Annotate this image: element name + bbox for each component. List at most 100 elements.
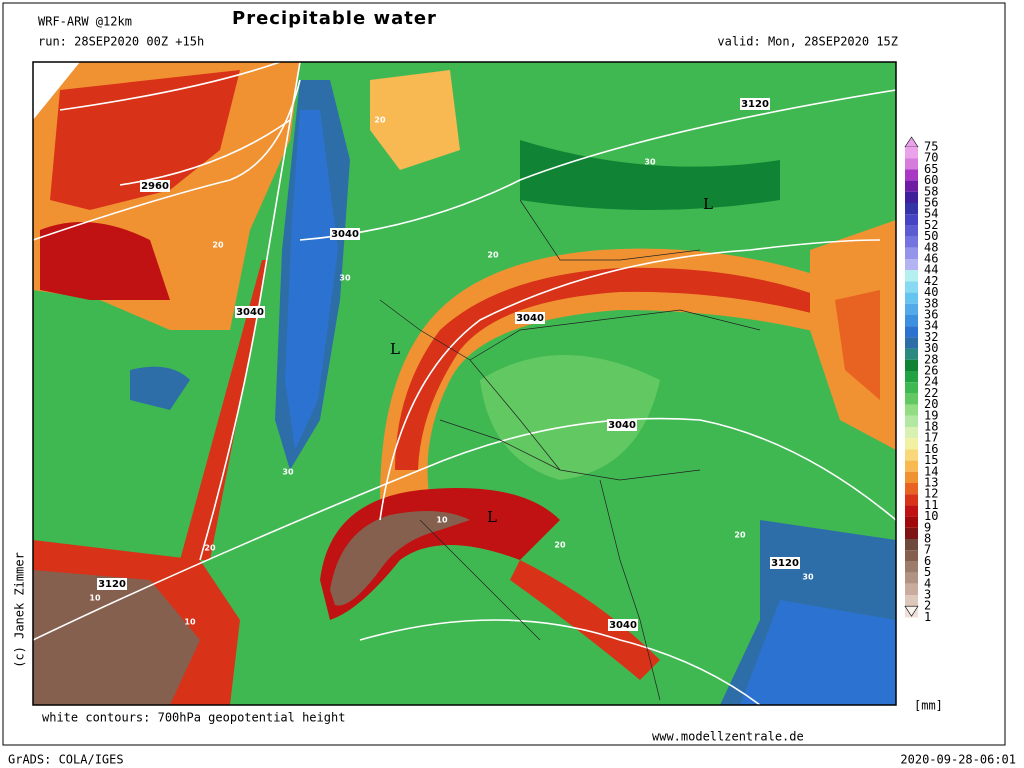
colorbar-swatch [905, 236, 918, 248]
colorbar-label: 8 [924, 532, 931, 546]
colorbar-swatch [905, 393, 918, 405]
colorbar-swatch [905, 292, 918, 304]
colorbar-label: 20 [924, 397, 938, 411]
colorbar-label: 13 [924, 476, 938, 490]
contour-label-bg [97, 578, 127, 590]
colorbar-label: 32 [924, 330, 938, 344]
field [40, 222, 170, 300]
model-label: WRF-ARW @12km [38, 15, 132, 29]
colorbar-label: 22 [924, 386, 938, 400]
colorbar-swatch [905, 404, 918, 416]
colorbar-label: 56 [924, 196, 938, 210]
colorbar-label: 30 [924, 341, 938, 355]
contour-label: 3120 [771, 558, 799, 569]
colorbar-label: 70 [924, 151, 938, 165]
colorbar-label: 65 [924, 162, 938, 176]
colorbar-swatch [905, 438, 918, 450]
colorbar-label: 58 [924, 184, 938, 198]
contour-label: 3040 [516, 313, 544, 324]
colorbar-swatch [905, 359, 918, 371]
contour-label: 10 [436, 516, 448, 525]
colorbar-label: 75 [924, 140, 938, 154]
contour-label-bg [607, 419, 637, 431]
field [285, 110, 338, 450]
colorbar-label: 14 [924, 464, 938, 478]
map: 2960 3040 3040 3040 3040 3120 3120 3120 3040 L L L 2… [33, 62, 896, 705]
contour-label-bg [515, 312, 545, 324]
contour-label: L [703, 195, 713, 213]
colorbar-label: 7 [924, 543, 931, 557]
colorbar-label: 15 [924, 453, 938, 467]
colorbar-label: 40 [924, 285, 938, 299]
colorbar-swatch [905, 561, 918, 573]
contour-label: L [390, 340, 400, 358]
colorbar-label: 28 [924, 352, 938, 366]
colorbar: 7570656058565452504846444240383634323028… [904, 136, 938, 624]
colorbar-swatch [905, 247, 918, 259]
colorbar-swatch [905, 169, 918, 181]
colorbar-label: 3 [924, 588, 931, 602]
field [130, 366, 190, 410]
contour-label: 20 [734, 531, 746, 540]
colorbar-swatch [905, 315, 918, 327]
colorbar-label: 9 [924, 520, 931, 534]
colorbar-label: 54 [924, 207, 938, 221]
contour-note: white contours: 700hPa geopotential heig… [42, 711, 345, 725]
colorbar-swatch [905, 382, 918, 394]
contour-label: 30 [282, 468, 294, 477]
contour-label: 30 [644, 158, 656, 167]
field [33, 570, 200, 705]
field [180, 260, 268, 560]
contour-label-bg [330, 228, 360, 240]
colorbar-label: 6 [924, 554, 931, 568]
colorbar-label: 2 [924, 599, 931, 613]
colorbar-label: 46 [924, 252, 938, 266]
colorbar-label: 44 [924, 263, 938, 277]
contour-label: 3120 [98, 579, 126, 590]
colorbar-label: 18 [924, 420, 938, 434]
contour-label: 3120 [741, 99, 769, 110]
colorbar-swatch [905, 303, 918, 315]
colorbar-label: 34 [924, 319, 938, 333]
colorbar-swatch [905, 259, 918, 271]
field [835, 290, 880, 400]
contour-label: L [487, 508, 497, 526]
colorbar-label: 52 [924, 218, 938, 232]
map-border [32, 61, 897, 706]
field [330, 511, 470, 606]
colorbar-swatch [905, 449, 918, 461]
colorbar-label: 26 [924, 364, 938, 378]
contour-label-bg [608, 619, 638, 631]
contour-label: 3040 [331, 229, 359, 240]
colorbar-swatch [905, 225, 918, 237]
field [740, 600, 896, 705]
borders [379, 199, 761, 701]
colorbar-swatch [905, 191, 918, 203]
colorbar-cap [904, 605, 919, 617]
contour-label: 2960 [141, 181, 169, 192]
colorbar-label: 4 [924, 576, 931, 590]
contour-label: 20 [554, 541, 566, 550]
colorbar-label: 1 [924, 610, 931, 624]
colorbar-label: 60 [924, 173, 938, 187]
colorbar-label: 50 [924, 229, 938, 243]
colorbar-swatch [905, 483, 918, 495]
colorbar-swatch [905, 180, 918, 192]
site: www.modellzentrale.de [652, 730, 804, 744]
timestamp: 2020-09-28-06:01 [900, 753, 1016, 767]
contour-label: 20 [374, 116, 386, 125]
colorbar-label: 17 [924, 431, 938, 445]
contour-label: 10 [184, 618, 196, 627]
colorbar-swatch [905, 527, 918, 539]
colorbar-swatch [905, 550, 918, 562]
field [370, 70, 460, 170]
contour-label: 3040 [236, 307, 264, 318]
colorbar-swatch [905, 348, 918, 360]
colorbar-cap [904, 136, 919, 148]
contours [33, 62, 896, 705]
contour-label-bg [740, 98, 770, 110]
contour-label: 3040 [608, 420, 636, 431]
software: GrADS: COLA/IGES [8, 753, 124, 767]
contour-label: 20 [204, 544, 216, 553]
